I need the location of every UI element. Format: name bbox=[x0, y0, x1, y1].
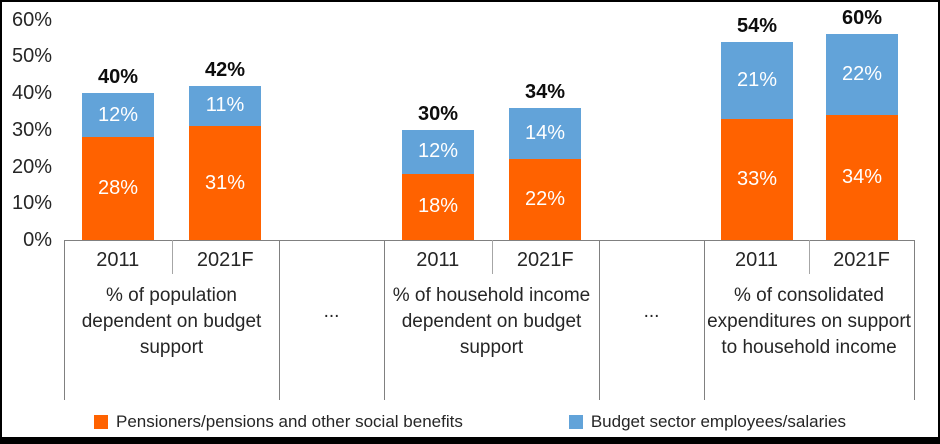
legend-item-label: Pensioners/pensions and other social ben… bbox=[116, 412, 463, 431]
bar-total-label: 40% bbox=[97, 66, 139, 88]
y-axis-tick-label: 50% bbox=[11, 45, 52, 68]
year-divider-tick bbox=[172, 240, 173, 274]
y-axis-tick-label: 20% bbox=[11, 155, 52, 178]
bar-total-label: 42% bbox=[204, 58, 246, 81]
x-axis-category-label: % of household income dependent on budge… bbox=[392, 285, 591, 358]
axis-ellipsis-label: ... bbox=[323, 301, 340, 322]
axis-cell-separator bbox=[279, 240, 280, 400]
bar-total-label: 34% bbox=[524, 80, 566, 103]
bar-segment-pensions-2011: 18% bbox=[402, 173, 474, 240]
bar-segment-salaries-2011: 21% bbox=[721, 41, 793, 119]
y-axis-tick-label: 60% bbox=[11, 8, 52, 31]
axis-ellipsis-label: ... bbox=[643, 301, 660, 322]
x-axis-year-label: 2011 bbox=[734, 249, 778, 271]
y-axis-tick-label: 0% bbox=[23, 229, 52, 251]
legend-item-label: Budget sector employees/salaries bbox=[590, 412, 846, 431]
x-axis-line bbox=[64, 240, 914, 241]
y-axis-tick-label: 10% bbox=[11, 192, 52, 215]
bar-total-label: 60% bbox=[841, 7, 883, 30]
x-axis-year-label: 2021F bbox=[833, 249, 890, 271]
bottom-border-bar bbox=[2, 437, 938, 442]
x-axis-year-label: 2021F bbox=[196, 249, 254, 271]
bar-segment-pensions-2021F: 22% bbox=[509, 159, 581, 240]
bar-segment-value-label: 34% bbox=[841, 166, 883, 189]
legend-item: Budget sector employees/salaries bbox=[568, 412, 846, 432]
bar-segment-value-label: 18% bbox=[417, 195, 459, 218]
bar-segment-pensions-2021F: 34% bbox=[826, 115, 898, 240]
x-axis-category-label: % of population dependent on budget supp… bbox=[81, 285, 262, 358]
legend-color-swatch bbox=[94, 415, 108, 429]
chart-legend: Pensioners/pensions and other social ben… bbox=[2, 412, 938, 432]
bar-segment-value-label: 31% bbox=[204, 171, 246, 194]
bar-segment-pensions-2011: 28% bbox=[82, 137, 154, 240]
year-divider-tick bbox=[809, 240, 810, 274]
bar-segment-salaries-2011: 12% bbox=[402, 129, 474, 174]
bar-segment-salaries-2021F: 14% bbox=[509, 107, 581, 160]
axis-cell-separator bbox=[384, 240, 385, 400]
bar-segment-value-label: 14% bbox=[524, 121, 566, 144]
bar-segment-value-label: 21% bbox=[736, 68, 778, 91]
bar-segment-salaries-2011: 12% bbox=[82, 93, 154, 138]
axis-cell-separator bbox=[914, 240, 915, 400]
axis-cell-separator bbox=[599, 240, 600, 400]
bar-segment-salaries-2021F: 22% bbox=[826, 34, 898, 116]
y-axis-tick-label: 30% bbox=[11, 118, 52, 141]
bar-total-label: 54% bbox=[736, 14, 778, 37]
legend-color-swatch bbox=[568, 415, 583, 429]
bar-segment-value-label: 11% bbox=[205, 94, 245, 117]
bar-segment-value-label: 33% bbox=[736, 167, 778, 190]
bar-segment-value-label: 28% bbox=[97, 177, 139, 200]
axis-cell-separator bbox=[704, 240, 705, 400]
bar-segment-salaries-2021F: 11% bbox=[189, 85, 261, 127]
bar-segment-value-label: 12% bbox=[417, 140, 459, 163]
legend-item: Pensioners/pensions and other social ben… bbox=[94, 412, 463, 432]
x-axis-category-label: % of consolidated expenditures on suppor… bbox=[707, 285, 911, 358]
x-axis-year-label: 2021F bbox=[516, 249, 574, 271]
bar-segment-value-label: 12% bbox=[97, 103, 139, 126]
bar-total-label: 30% bbox=[417, 102, 459, 125]
x-axis-year-label: 2011 bbox=[416, 249, 460, 271]
bar-segment-pensions-2011: 33% bbox=[721, 118, 793, 240]
bar-segment-value-label: 22% bbox=[841, 63, 883, 86]
y-axis-tick-label: 40% bbox=[11, 82, 52, 104]
year-divider-tick bbox=[492, 240, 493, 274]
bar-segment-value-label: 22% bbox=[524, 188, 566, 211]
bar-segment-pensions-2021F: 31% bbox=[189, 126, 261, 240]
x-axis-year-label: 2011 bbox=[96, 249, 140, 271]
axis-cell-separator bbox=[64, 240, 65, 400]
